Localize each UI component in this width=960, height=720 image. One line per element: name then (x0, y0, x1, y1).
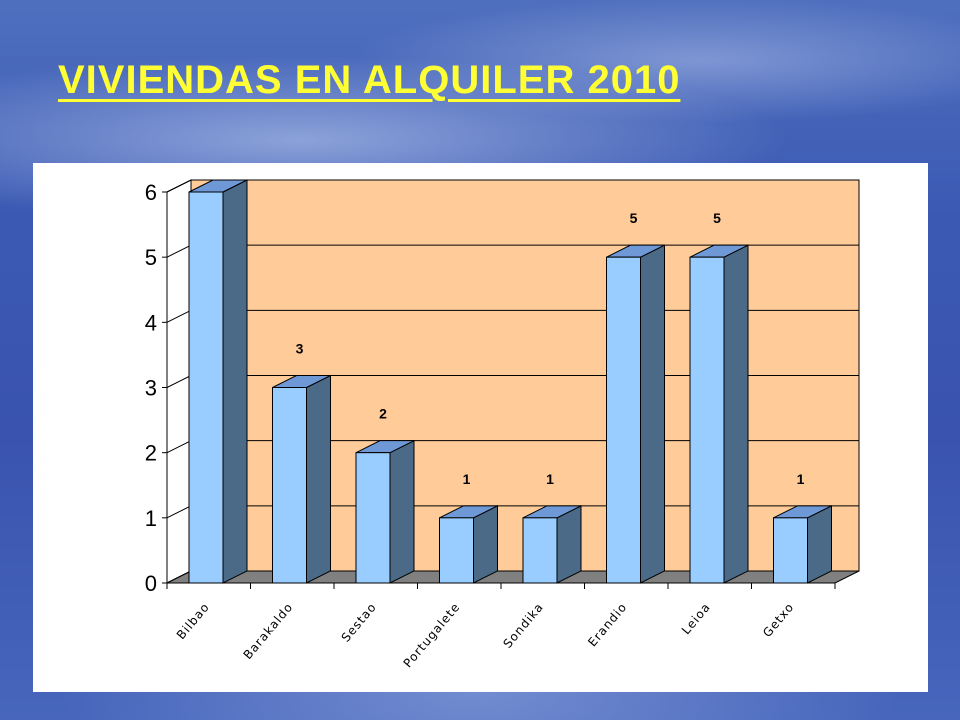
x-tick-label: Sondika (500, 600, 546, 651)
data-label: 3 (296, 341, 304, 357)
y-tick-label: 2 (145, 441, 157, 466)
bar-erandio (606, 244, 665, 584)
data-label: 5 (713, 210, 721, 226)
x-tick-label: Barakaldo (241, 600, 296, 662)
data-label: 1 (797, 471, 805, 487)
data-label: 1 (463, 471, 471, 487)
bar-barakaldo (272, 374, 331, 584)
gridline-side (166, 179, 192, 193)
bar-leioa (689, 244, 749, 584)
y-tick-label: 4 (145, 310, 157, 335)
chart-panel: 01234566Bilbao3Barakaldo2Sestao1Portugal… (33, 163, 928, 692)
data-label: 1 (546, 471, 554, 487)
bar-front (272, 387, 307, 584)
x-tick-label: Bilbao (174, 600, 213, 642)
x-tick-label: Erandio (585, 600, 630, 649)
slide-title: VIVIENDAS EN ALQUILER 2010 (58, 58, 681, 102)
x-tick-label: Leioa (679, 600, 713, 637)
plot-floor (166, 570, 860, 584)
gridline-side (166, 309, 192, 323)
bar-portugalete (439, 505, 498, 584)
bar-side (222, 179, 248, 584)
data-label: 5 (630, 210, 638, 226)
gridline-side (166, 440, 192, 454)
bar-getxo (773, 505, 832, 584)
bar-front (606, 256, 641, 584)
y-tick-label: 3 (145, 376, 157, 401)
bar-bilbao (188, 179, 248, 584)
y-tick-label: 6 (145, 180, 157, 205)
y-tick-label: 0 (145, 571, 157, 596)
bar-sondika (522, 505, 582, 584)
bar-side (640, 244, 665, 584)
x-tick-label: Sestao (339, 600, 380, 645)
bar-front (522, 517, 558, 584)
bar-side (389, 439, 415, 584)
gridline-side (166, 505, 192, 519)
bar-side (473, 505, 498, 584)
bar-side (807, 505, 832, 584)
y-tick-label: 5 (145, 245, 157, 270)
y-tick-label: 1 (145, 506, 157, 531)
gridline-side (166, 244, 192, 258)
bar-side (306, 374, 331, 584)
bar-side (723, 244, 749, 584)
bar-front (773, 517, 808, 584)
bar-sestao (355, 439, 415, 584)
bar-front (439, 517, 474, 584)
bar-front (188, 191, 224, 584)
gridline-side (166, 375, 192, 388)
bar-side (556, 505, 582, 584)
x-tick-label: Getxo (760, 600, 797, 640)
bar-chart: 01234566Bilbao3Barakaldo2Sestao1Portugal… (145, 179, 860, 670)
bar-front (355, 452, 391, 584)
x-tick-label: Portugalete (401, 600, 463, 670)
bar-front (689, 256, 725, 584)
data-label: 2 (379, 406, 387, 422)
